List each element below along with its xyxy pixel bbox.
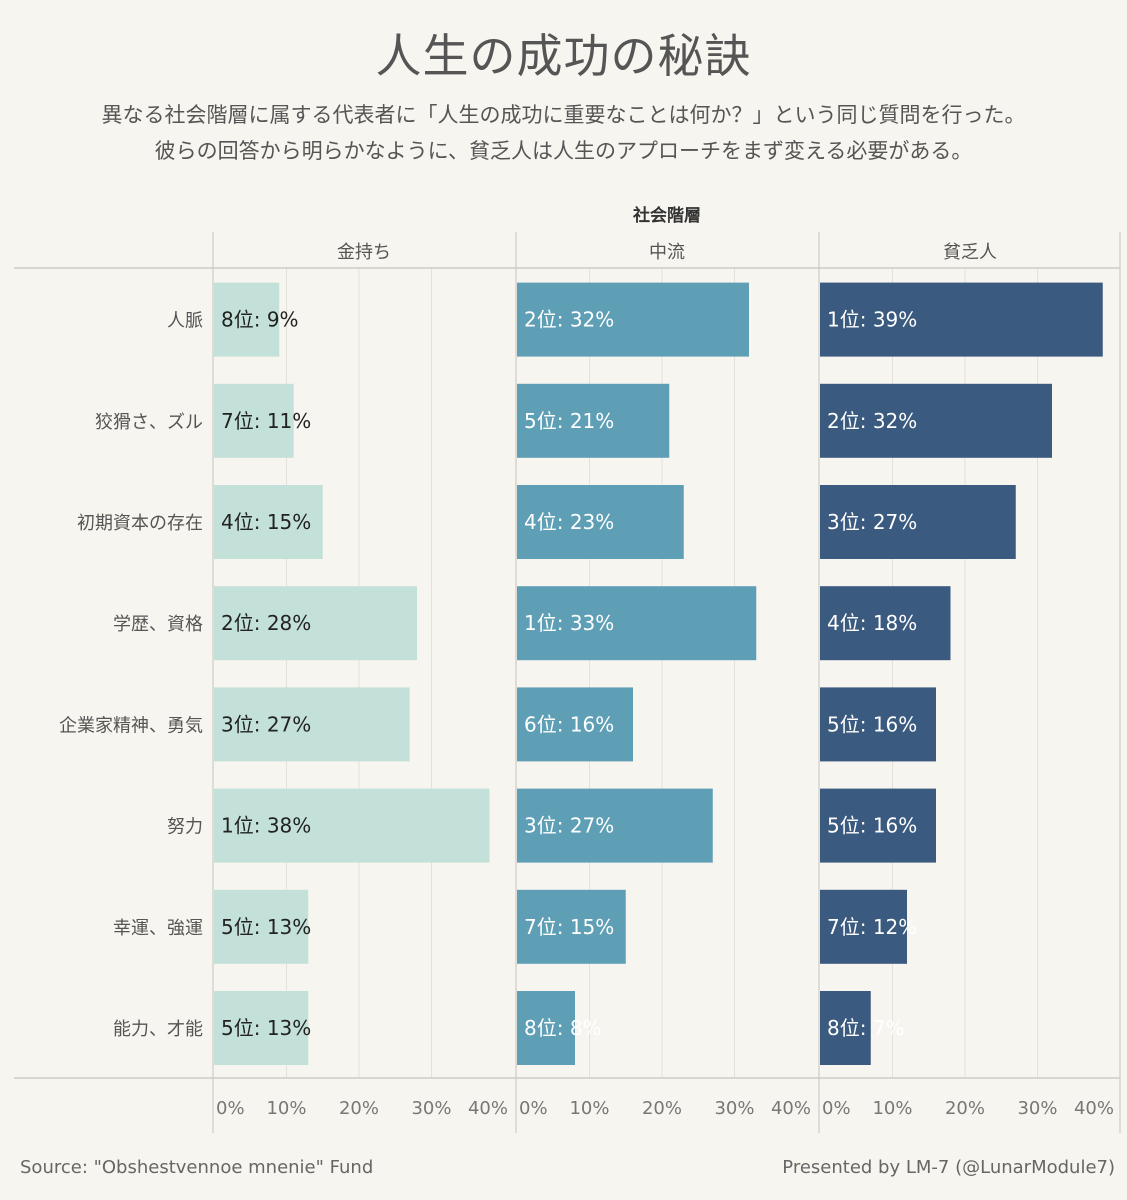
x-tick-label: 10% (266, 1098, 306, 1119)
bar-label: 2位: 28% (221, 611, 311, 635)
bar (517, 485, 684, 559)
bar (517, 788, 713, 863)
panel-header: 貧乏人 (943, 242, 997, 263)
x-tick-label: 0% (216, 1098, 245, 1119)
bar-label: 3位: 27% (221, 712, 311, 736)
x-tick-label: 40% (468, 1098, 508, 1119)
bar (214, 586, 417, 661)
bar (517, 586, 757, 661)
bar-label: 8位: 7% (827, 1016, 905, 1040)
panel-header: 金持ち (337, 242, 391, 263)
credit-note: Presented by LM-7 (@LunarModule7) (782, 1157, 1115, 1178)
bar (820, 383, 1052, 458)
bar-label: 4位: 15% (221, 510, 311, 534)
bar (214, 282, 280, 357)
bar (214, 991, 309, 1065)
bar (214, 485, 323, 559)
bar-label: 7位: 12% (827, 915, 917, 939)
bar-label: 7位: 11% (221, 409, 311, 433)
bar-label: 4位: 23% (524, 510, 614, 534)
bar-label: 8位: 9% (221, 308, 299, 332)
bar (820, 889, 907, 964)
x-tick-label: 10% (872, 1098, 912, 1119)
bar-label: 3位: 27% (827, 510, 917, 534)
bar (820, 991, 871, 1065)
category-label: 幸運、強運 (113, 918, 203, 939)
source-note: Source: "Obshestvennoe mnenie" Fund (20, 1157, 374, 1178)
x-tick-label: 20% (339, 1098, 379, 1119)
x-tick-label: 30% (411, 1098, 451, 1119)
bar (820, 687, 936, 762)
bar-label: 6位: 16% (524, 712, 614, 736)
bar (820, 788, 936, 863)
bar (214, 788, 490, 863)
x-tick-label: 20% (642, 1098, 682, 1119)
bar-label: 1位: 38% (221, 814, 311, 838)
bar (517, 383, 670, 458)
bar (214, 687, 410, 762)
bar (517, 282, 749, 357)
bar-label: 5位: 13% (221, 915, 311, 939)
bar-label: 2位: 32% (524, 308, 614, 332)
facet-header: 社会階層 (632, 205, 701, 226)
bar-label: 8位: 8% (524, 1016, 602, 1040)
panel-header: 中流 (649, 242, 685, 263)
bar-label: 5位: 13% (221, 1016, 311, 1040)
bar (820, 485, 1016, 559)
bar-label: 7位: 15% (524, 915, 614, 939)
chart-title: 人生の成功の秘訣 (375, 29, 752, 83)
x-tick-label: 0% (822, 1098, 851, 1119)
x-tick-label: 20% (945, 1098, 985, 1119)
category-label: 人脈 (167, 311, 203, 332)
category-label: 狡猾さ、ズル (95, 412, 203, 433)
x-tick-label: 40% (771, 1098, 811, 1119)
bar-label: 5位: 16% (827, 712, 917, 736)
bar-label: 5位: 16% (827, 814, 917, 838)
x-tick-label: 30% (1017, 1098, 1057, 1119)
bar-label: 5位: 21% (524, 409, 614, 433)
bar (517, 687, 633, 762)
category-label: 初期資本の存在 (77, 513, 203, 534)
bar-label: 1位: 39% (827, 308, 917, 332)
category-label: 努力 (167, 817, 203, 838)
bar (517, 889, 626, 964)
bar-label: 4位: 18% (827, 611, 917, 635)
bar (820, 282, 1103, 357)
x-tick-label: 0% (519, 1098, 548, 1119)
faceted-bar-chart: 8位: 9% 7位: 11% 4位: 15% 2位: 28% 3位: 27% 1位: 38… (14, 205, 1121, 1133)
x-tick-label: 10% (569, 1098, 609, 1119)
subtitle-line-1: 異なる社会階層に属する代表者に「人生の成功に重要なことは何か？」という同じ質問を… (101, 103, 1026, 127)
bar (214, 889, 309, 964)
category-label: 能力、才能 (113, 1019, 203, 1040)
bar-label: 1位: 33% (524, 611, 614, 635)
category-label: 学歴、資格 (113, 614, 203, 635)
bar-label: 2位: 32% (827, 409, 917, 433)
x-tick-label: 40% (1074, 1098, 1114, 1119)
bar-label: 3位: 27% (524, 814, 614, 838)
category-label: 企業家精神、勇気 (59, 715, 203, 736)
bar (517, 991, 575, 1065)
subtitle-line-2: 彼らの回答から明らかなように、貧乏人は人生のアプローチをまず変える必要がある。 (154, 139, 973, 163)
bar (214, 383, 294, 458)
bar (820, 586, 951, 661)
x-tick-label: 30% (714, 1098, 754, 1119)
